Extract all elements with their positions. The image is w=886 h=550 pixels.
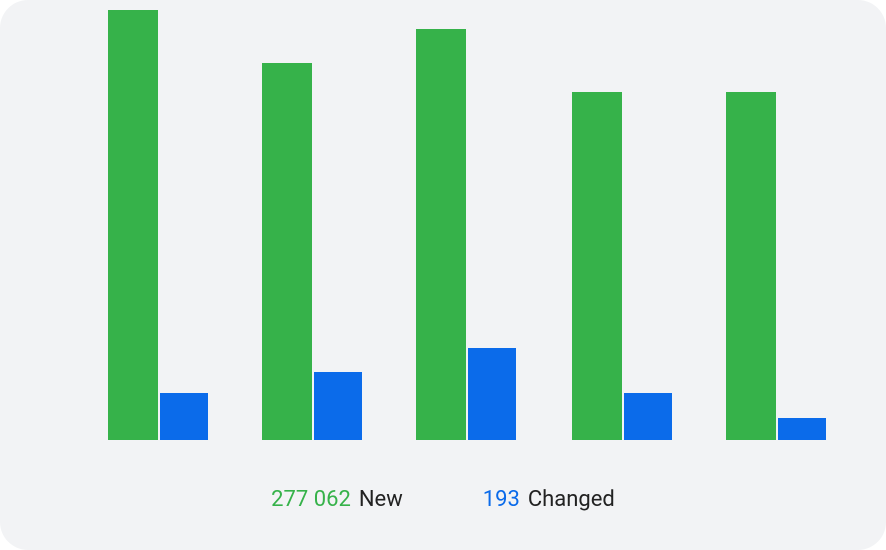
bar-group — [416, 0, 516, 440]
legend-label: New — [359, 487, 403, 512]
bar-chart — [0, 0, 886, 440]
bar-group — [108, 0, 208, 440]
legend: 277 062 New 193 Changed — [0, 487, 886, 512]
bar-primary — [726, 92, 776, 440]
bar-secondary — [778, 418, 826, 441]
bar-secondary — [160, 393, 208, 440]
bar-secondary — [468, 348, 516, 440]
bar-group — [572, 0, 672, 440]
legend-item: 193 Changed — [483, 487, 615, 512]
legend-value: 193 — [483, 487, 520, 512]
bar-group — [726, 0, 826, 440]
bar-group — [262, 0, 362, 440]
bar-secondary — [314, 372, 362, 440]
legend-label: Changed — [528, 487, 615, 512]
bar-primary — [572, 92, 622, 440]
stats-card: 277 062 New 193 Changed — [0, 0, 886, 550]
bar-primary — [416, 29, 466, 440]
legend-value: 277 062 — [271, 487, 351, 512]
legend-item: 277 062 New — [271, 487, 403, 512]
bar-secondary — [624, 393, 672, 440]
bar-primary — [262, 63, 312, 440]
bar-primary — [108, 10, 158, 440]
